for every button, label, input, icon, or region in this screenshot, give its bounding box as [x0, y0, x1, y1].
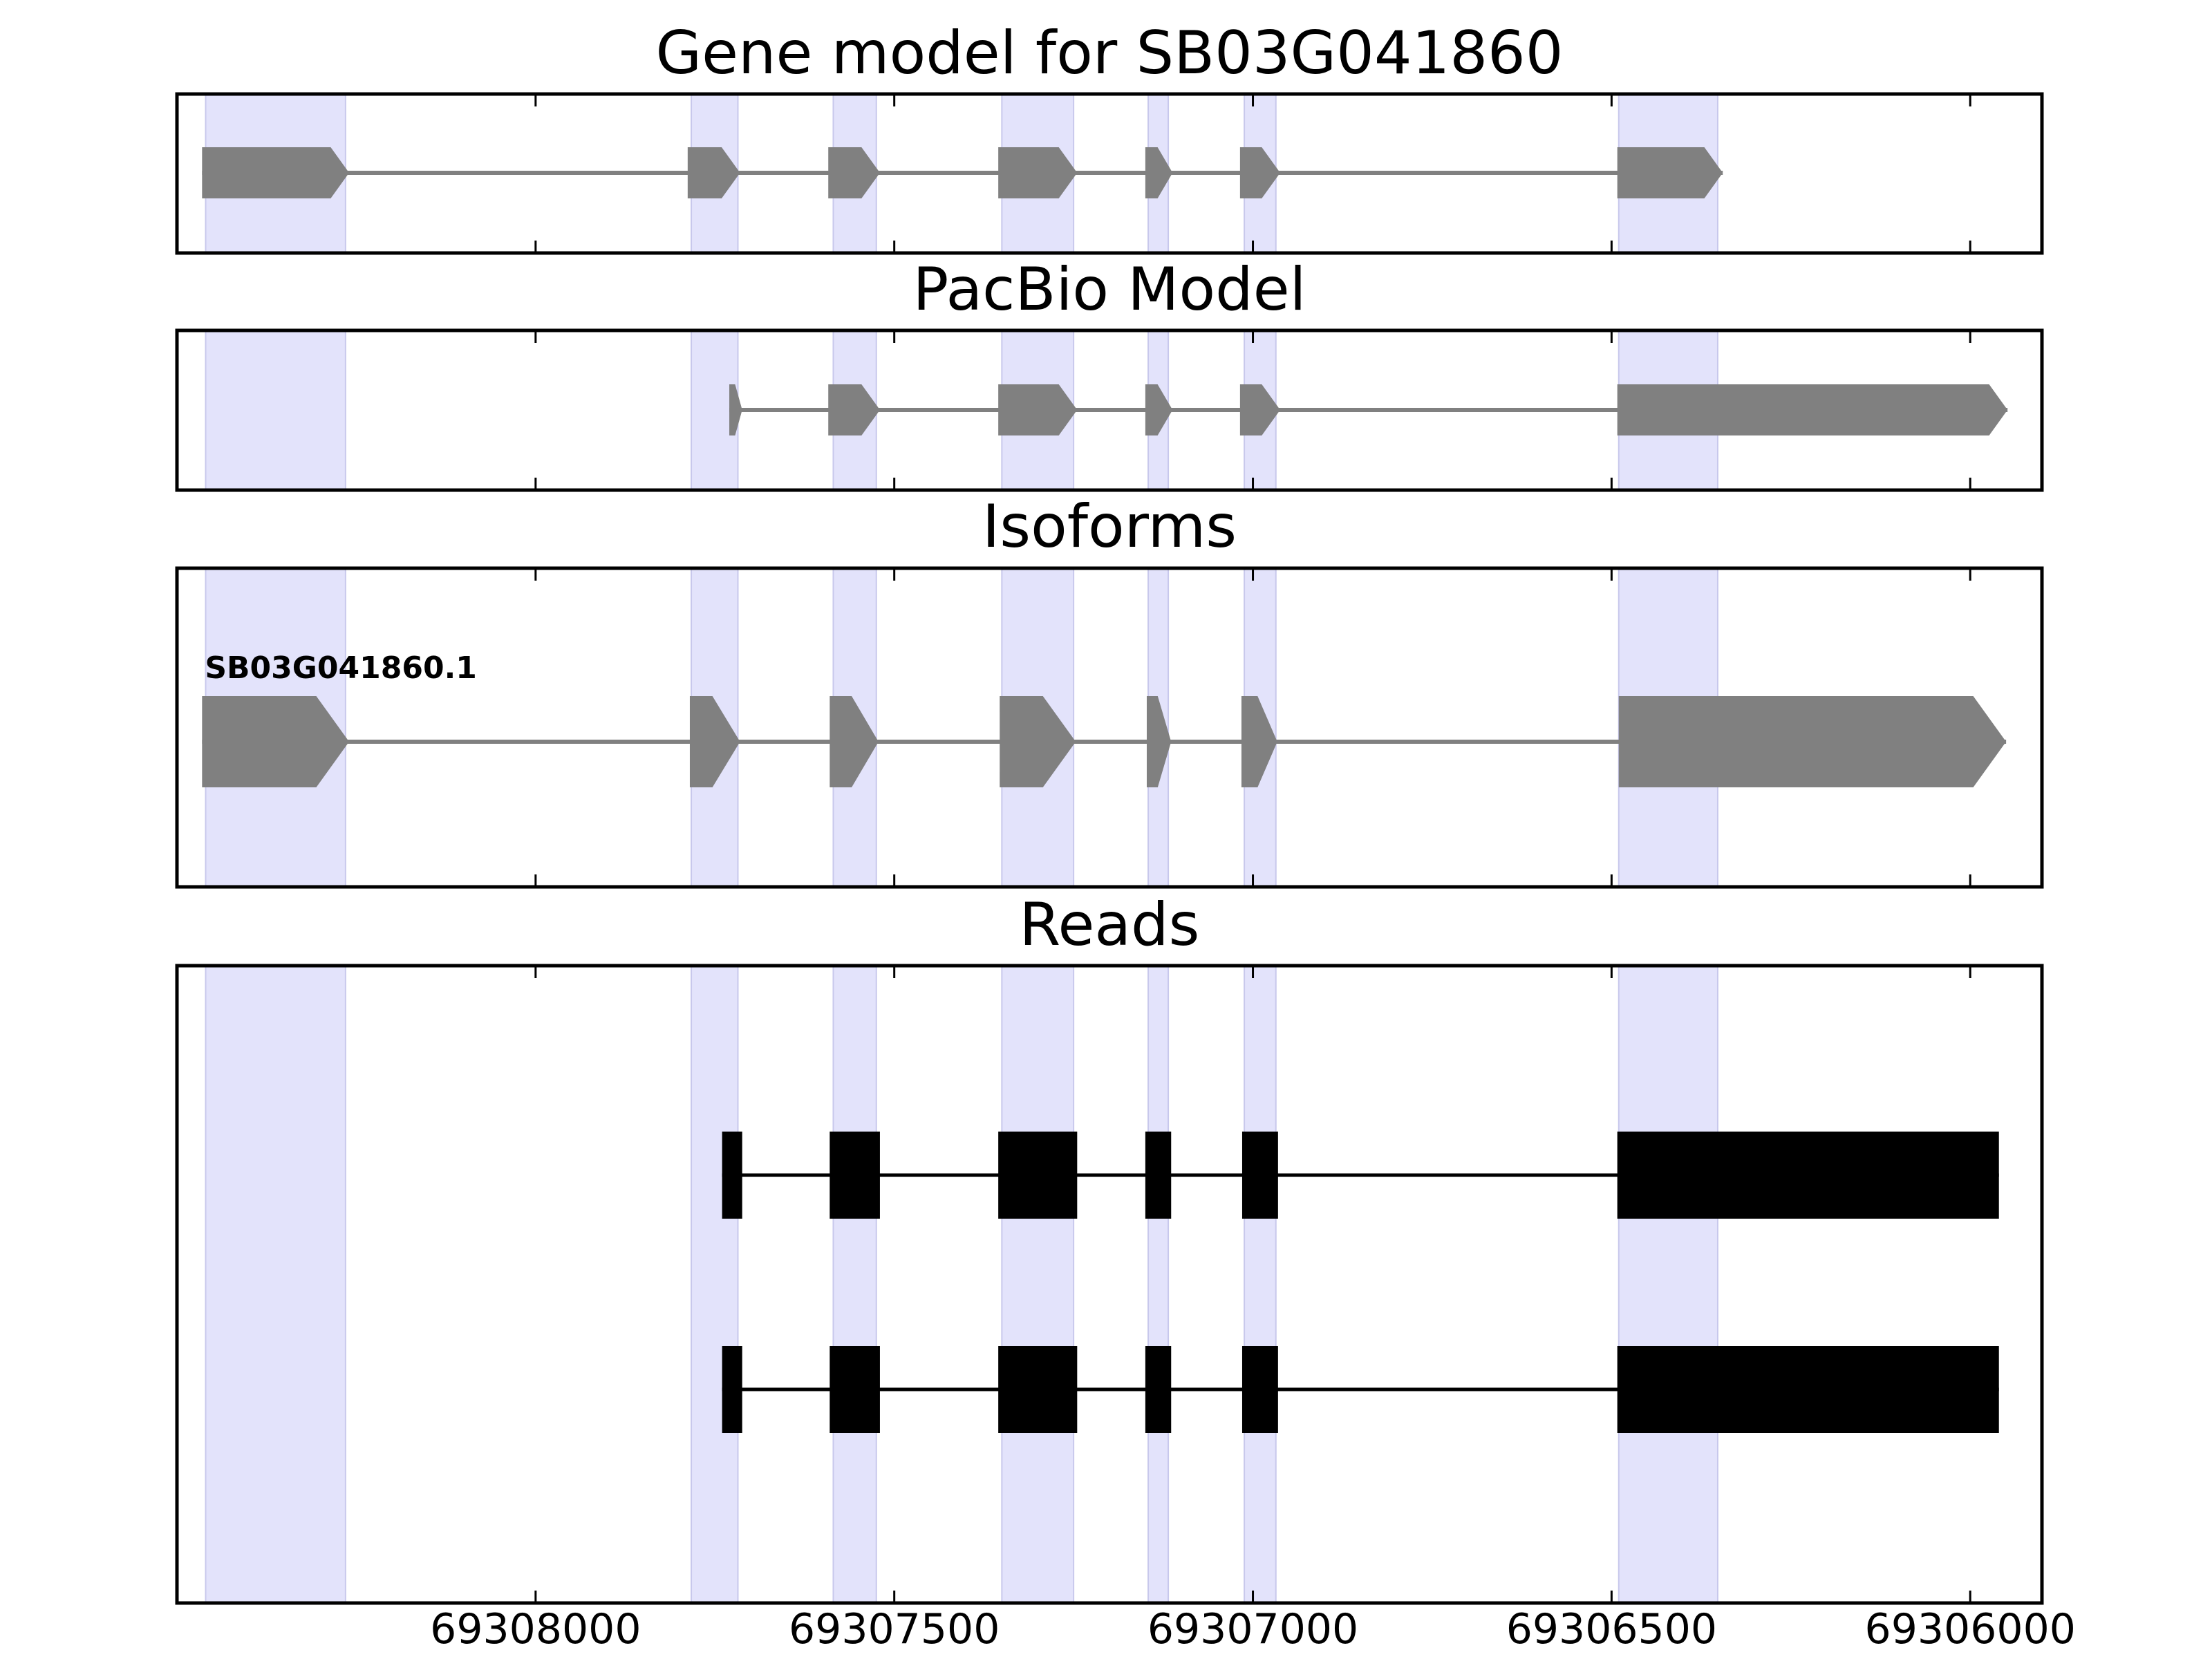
read-block — [1241, 1132, 1278, 1219]
exon-arrow — [1618, 696, 2007, 787]
axes-frame — [175, 964, 2044, 1605]
read-block — [1145, 1132, 1172, 1219]
exon-arrow — [689, 696, 740, 787]
panel-1: Gene model for SB03G041860 — [175, 19, 2044, 255]
panel-3: Isoforms SB03G041860.1 — [175, 492, 2044, 889]
exon-highlight-band — [1244, 965, 1277, 1604]
panel-title: PacBio Model — [912, 255, 1306, 324]
read-block — [998, 1346, 1078, 1433]
exon-arrow — [998, 384, 1078, 435]
exon-highlight-band — [1147, 965, 1170, 1604]
exon-arrow — [687, 147, 740, 198]
read-block — [1617, 1346, 1999, 1433]
read-block — [1241, 1346, 1278, 1433]
exon-highlight-band — [1618, 965, 1718, 1604]
read-block — [1617, 1132, 1999, 1219]
axes-frame — [175, 92, 2044, 255]
exon-arrow — [828, 384, 880, 435]
panel-4: Reads — [175, 890, 2044, 1605]
axes-frame — [175, 566, 2044, 889]
exon-arrow — [828, 147, 880, 198]
exon-arrow — [1146, 696, 1172, 787]
transcript-model — [729, 384, 2008, 435]
transcript-model — [202, 147, 1723, 198]
read — [722, 1346, 1999, 1433]
read-block — [830, 1132, 880, 1219]
exon-arrow — [729, 384, 742, 435]
read-block — [998, 1132, 1078, 1219]
exon-arrow — [1239, 147, 1280, 198]
x-tick-label: 69308000 — [430, 1605, 641, 1653]
exon-arrow — [1239, 384, 1280, 435]
read-block — [722, 1346, 742, 1433]
x-tick-label: 69306000 — [1865, 1605, 2076, 1653]
read — [722, 1132, 1999, 1219]
read-block — [722, 1132, 742, 1219]
x-tick-label: 69307000 — [1147, 1605, 1358, 1653]
exon-arrow — [998, 147, 1078, 198]
exon-arrow — [1145, 384, 1173, 435]
exon-highlight-band — [205, 330, 346, 491]
exon-arrow — [1617, 384, 2008, 435]
axes-frame — [175, 328, 2044, 492]
exon-highlight-band — [691, 965, 739, 1604]
exon-arrow — [830, 696, 879, 787]
exon-highlight-band — [1001, 965, 1075, 1604]
panel-title: Gene model for SB03G041860 — [656, 19, 1564, 88]
read-block — [830, 1346, 880, 1433]
exon-arrow — [1617, 147, 1723, 198]
exon-highlight-band — [832, 965, 877, 1604]
exon-arrow — [202, 696, 350, 787]
panel-title: Reads — [1020, 890, 1200, 959]
exon-arrow — [1000, 696, 1076, 787]
x-tick-label: 69307500 — [789, 1605, 1000, 1653]
transcript-model: SB03G041860.1 — [202, 650, 2007, 787]
panel-title: Isoforms — [982, 492, 1237, 561]
x-tick-label: 69306500 — [1506, 1605, 1717, 1653]
read-block — [1145, 1346, 1172, 1433]
isoform-label: SB03G041860.1 — [205, 650, 477, 686]
exon-arrow — [1145, 147, 1173, 198]
exon-arrow — [202, 147, 350, 198]
exon-arrow — [1241, 696, 1277, 787]
panel-2: PacBio Model — [175, 255, 2044, 492]
exon-highlight-band — [205, 965, 346, 1604]
